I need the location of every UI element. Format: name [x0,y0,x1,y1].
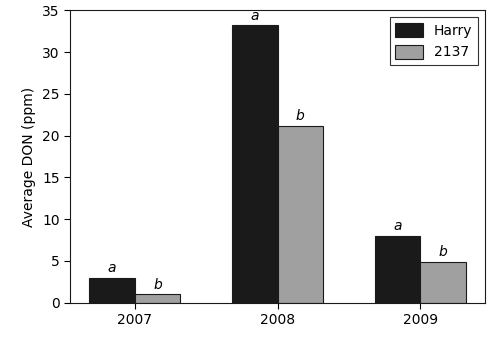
Text: b: b [296,109,304,123]
Bar [134,294,180,303]
Text: b: b [439,245,448,259]
Text: a: a [108,261,116,275]
Text: a: a [394,219,402,233]
Legend: Harry, 2137: Harry, 2137 [390,17,478,65]
Text: b: b [153,278,162,292]
Bar [278,126,323,303]
Text: a: a [250,9,259,23]
Bar [89,278,134,303]
Bar [374,236,420,303]
Bar [420,262,466,303]
Bar [232,25,278,303]
Y-axis label: Average DON (ppm): Average DON (ppm) [22,86,36,227]
